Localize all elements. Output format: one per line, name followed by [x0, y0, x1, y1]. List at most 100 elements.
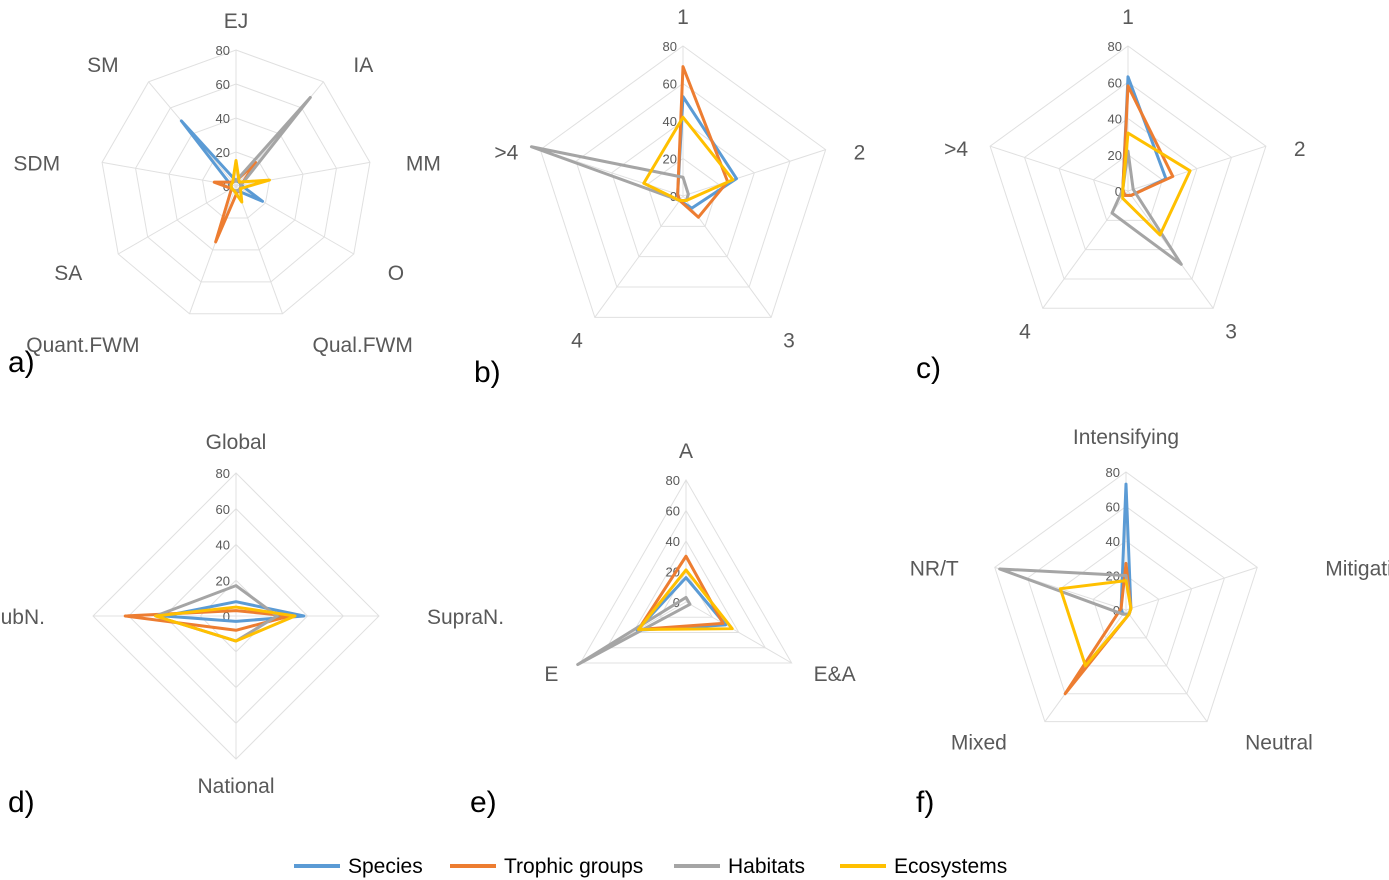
grid-ring: [646, 157, 720, 227]
axis-label-sa: SA: [54, 262, 82, 285]
tick-label: 60: [216, 502, 230, 517]
axis-label-intensifying: Intensifying: [1073, 426, 1179, 449]
tick-label: 20: [1108, 148, 1122, 163]
axis-label-qualfwm: Qual.FWM: [313, 334, 413, 357]
grid-spoke: [594, 195, 684, 318]
grid-ring: [994, 471, 1258, 723]
grid-ring: [605, 509, 767, 649]
tick-label: 60: [663, 77, 677, 92]
grid-ring: [1092, 574, 1160, 639]
grid-ring: [135, 83, 337, 283]
grid-ring: [632, 540, 740, 633]
radar-chart-3: 0 20 40 60 801 2 3 4 >4 c): [916, 6, 1306, 385]
grid-ring: [1026, 505, 1226, 695]
tick-label: 40: [663, 114, 677, 129]
legend-entry: Habitats: [728, 855, 805, 878]
grid-spoke: [235, 185, 283, 314]
tick-label: 60: [216, 77, 230, 92]
panel-label: a): [8, 346, 35, 379]
grid-ring: [101, 49, 371, 315]
axis-label-a: A: [679, 440, 693, 463]
axis-label-1: 1: [1122, 6, 1134, 29]
series-ecosystems: [1058, 579, 1133, 668]
series-ecosystems: [229, 159, 271, 204]
tick-label: 20: [216, 573, 230, 588]
axis-label-nrt: NR/T: [910, 557, 959, 580]
series-ecosystems: [1121, 131, 1192, 237]
series-habitats: [576, 595, 692, 667]
axis-label-3: 3: [1225, 320, 1237, 343]
axis-label-ia: IA: [353, 54, 373, 77]
tick-label: 60: [1106, 500, 1120, 515]
axis-label-ea: E&A: [814, 663, 856, 686]
grid-ring: [168, 117, 304, 251]
legend-entry: Species: [348, 855, 423, 878]
tick-label: 20: [663, 152, 677, 167]
tick-label: 60: [666, 504, 680, 519]
grid-ring: [1092, 154, 1164, 221]
axis-label-2: 2: [854, 142, 866, 165]
panel-label: d): [8, 786, 35, 819]
tick-label: 60: [1108, 75, 1122, 90]
panel-label: c): [916, 352, 941, 385]
axis-label-sm: SM: [87, 54, 119, 77]
tick-label: 40: [666, 534, 680, 549]
tick-label: 80: [216, 466, 230, 481]
tick-label: 20: [666, 565, 680, 580]
axis-label-e: E: [544, 663, 558, 686]
tick-label: 40: [1108, 112, 1122, 127]
tick-label: 0: [1115, 184, 1122, 199]
grid-spoke: [117, 185, 237, 255]
tick-label: 0: [223, 609, 230, 624]
grid-ring: [1059, 540, 1193, 667]
axis-label-4: 4: [1019, 320, 1031, 343]
grid-ring: [579, 478, 793, 664]
axis-label-4: >4: [944, 138, 968, 161]
axis-label-mm: MM: [406, 152, 441, 175]
radar-chart-6: 020406080IntensifyingMitigatingNeutralMi…: [910, 426, 1389, 819]
grid-ring: [1023, 81, 1233, 280]
legend-entry: Ecosystems: [894, 855, 1007, 878]
axis-label-4: 4: [571, 329, 583, 352]
series-habitats: [229, 95, 312, 193]
axis-label-neutral: Neutral: [1245, 732, 1313, 755]
radar-chart-1: 020406080EJIAMMOQual.FWMQuant.FWMSASDMSM…: [8, 10, 441, 379]
tick-label: 80: [663, 39, 677, 54]
series-ecosystems: [154, 605, 297, 643]
grid-spoke: [682, 149, 826, 197]
axis-label-subn: SubN.: [0, 606, 45, 629]
radar-chart-4: 0 20 40 60 80 Global SupraN. National SubN. d): [0, 431, 504, 819]
panel-label: e): [470, 786, 497, 819]
axis-label-4: >4: [494, 142, 518, 165]
grid-spoke: [685, 601, 792, 664]
series-trophic-groups: [636, 554, 725, 631]
grid-ring: [575, 82, 791, 288]
axis-label-mitigating: Mitigating: [1325, 557, 1389, 580]
axis-label-1: 1: [677, 6, 689, 29]
axis-label-national: National: [197, 775, 274, 798]
axis-label-global: Global: [206, 431, 267, 454]
axis-label-supran: SupraN.: [427, 606, 504, 629]
grid-ring: [201, 151, 271, 219]
panel-label: f): [916, 786, 934, 819]
axis-label-2: 2: [1294, 138, 1306, 161]
axis-label-mixed: Mixed: [951, 732, 1007, 755]
tick-label: 40: [216, 538, 230, 553]
grid-spoke: [989, 145, 1129, 192]
axis-label-ej: EJ: [224, 10, 249, 33]
axis-label-3: 3: [783, 329, 795, 352]
tick-label: 40: [1106, 534, 1120, 549]
grid-ring: [1058, 117, 1198, 251]
series-ecosystems: [636, 568, 734, 631]
tick-label: 80: [666, 473, 680, 488]
axis-label-quantfwm: Quant.FWM: [26, 334, 139, 357]
grid-spoke: [1125, 609, 1208, 722]
panel-label: b): [474, 356, 501, 389]
series-ecosystems: [642, 115, 735, 203]
grid-ring: [989, 45, 1267, 309]
grid-spoke: [1125, 566, 1258, 611]
tick-label: 40: [216, 111, 230, 126]
